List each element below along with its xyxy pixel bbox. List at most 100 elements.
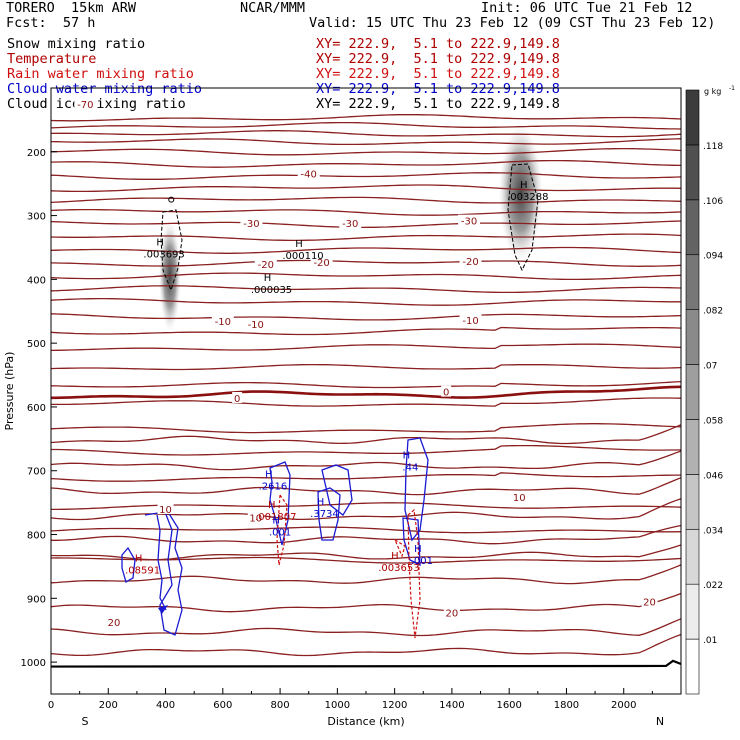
cloud-water-contour-2 [269,461,291,546]
temperature-label-16: 20 [108,618,121,629]
maximum-value-0: .003693 [143,249,184,260]
isotherm-23 [50,423,682,434]
isotherm-lower-6 [50,564,682,585]
y-tick-label-8: 1000 [21,658,46,669]
legend-rain-label: Rain water mixing ratio [7,66,194,82]
temperature-label-5: -20 [258,260,274,271]
valid-label: Valid: 15 UTC Thu 23 Feb 12 (09 CST Thu … [309,15,716,31]
colorbar-bin-8 [685,199,700,256]
x-tick-label-1: 200 [99,700,118,711]
temperature-label-10: -10 [462,316,478,327]
isotherm-12 [50,246,682,254]
legend-cloudice-xy: XY= 222.9, 5.1 to 222.9,149.8 [316,96,560,112]
rain-contour-2 [393,538,406,558]
maximum-value-7: .3734 [310,509,339,520]
colorbar-bin-10 [685,89,700,146]
isotherm-6 [50,172,682,180]
isotherm-17 [50,313,682,321]
temperature-label-bg-6 [310,256,333,268]
isotherm-16 [50,297,681,306]
colorbar-tick-2: .034 [703,526,723,536]
isotherm-lower-8 [50,618,682,637]
isotherm-7 [50,184,682,193]
cloud-ice-small [168,196,175,203]
colorbar-bin-4 [685,419,700,475]
maximum-marker-11: H [135,554,143,565]
model-label: TORERO 15km ARW [6,0,137,16]
colorbar-tick-5: .07 [703,362,717,372]
org-label: NCAR/MMM [240,0,306,16]
temperature-label-bg-7 [459,254,482,266]
isotherm-lower-4 [51,524,682,545]
colorbar-unit: g kg [704,87,721,96]
maximum-marker-8: H [403,450,411,461]
isotherm-4 [50,147,682,156]
temperature-label-14: 10 [249,513,262,524]
isotherm-lower-3 [50,498,682,521]
temperature-label-17: 20 [446,608,459,619]
isotherm-22 [51,397,682,407]
temperature-label-bg-1 [297,167,320,179]
temperature-label-9: -10 [248,320,264,331]
temperature-label-bg-11 [232,392,243,404]
colorbar-bin-3 [685,474,700,530]
isotherm-10 [50,220,682,229]
colorbar-tick-7: .094 [703,252,723,262]
x-tick-label-10: 2000 [611,700,636,711]
temperature-label-bg-3 [339,217,362,229]
mixing-ratio-contours [121,163,539,639]
y-tick-label-3: 500 [27,339,46,350]
temperature-label-2: -30 [243,219,259,230]
maximum-value-4: .2616 [259,481,288,492]
snow-max-blob-2 [498,125,543,262]
temperature-label-0: -70 [77,100,93,111]
maximum-value-1: .000110 [282,251,323,262]
temperature-label-13: 10 [159,505,172,516]
colorbar-bin-5 [685,364,700,420]
temperature-label-bg-9 [244,318,267,330]
cloud-water-contour-5 [404,437,429,542]
maximum-value-11: .08591 [125,566,160,577]
temperature-label-3: -30 [342,219,358,230]
temperature-label-1: -40 [301,169,317,180]
rain-contour-1 [276,493,288,566]
cloud-ice-contour-0 [160,209,183,292]
maximum-value-10: .003653 [378,563,419,574]
maximum-value-6: .001 [269,527,291,538]
x-tick-label-9: 1800 [554,700,579,711]
isotherm-11 [50,233,682,242]
cloud-ice-contour-1 [507,163,539,272]
temperature-label-bg-15 [511,490,528,502]
cloud-water-contour-0 [144,511,183,636]
isotherm-lower-2 [50,477,682,496]
isotherm-8 [50,196,682,204]
temperature-label-8: -10 [215,317,231,328]
cloud-water-contour-4 [321,464,353,516]
temperature-label-bg-12 [441,385,452,397]
colorbar-bin-2 [685,528,700,585]
maximum-value-5: .001807 [255,512,296,523]
temperature-label-bg-16 [106,615,122,627]
forecast-label: Fcst: 57 h [6,15,96,31]
colorbar-tick-4: .058 [703,416,723,426]
x-tick-label-2: 400 [156,700,175,711]
maximum-value-8: .44 [402,462,418,473]
maximum-marker-5: H [268,500,276,511]
isotherm-2 [50,130,682,138]
rain-contour-0 [407,508,421,639]
y-tick-label-0: 200 [27,148,46,159]
legend-rain-xy: XY= 222.9, 5.1 to 222.9,149.8 [316,66,560,82]
maximum-value-2: .000035 [251,285,292,296]
y-tick-label-6: 800 [27,531,46,542]
temperature-label-6: -20 [313,258,329,269]
colorbar: .01 .022 .034 .046 .058 .07 .082 .094 .106 .118 g … [685,85,735,695]
temperature-label-bg-5 [254,258,277,270]
legend-snow-label: Snow mixing ratio [7,36,146,52]
temperature-label-11: 0 [234,394,240,405]
isotherm-1 [50,121,682,130]
maximum-marker-10: H [391,551,399,562]
x-tick-label-8: 1600 [496,700,521,711]
surface-line [50,659,682,668]
colorbar-tick-1: .022 [703,581,723,591]
